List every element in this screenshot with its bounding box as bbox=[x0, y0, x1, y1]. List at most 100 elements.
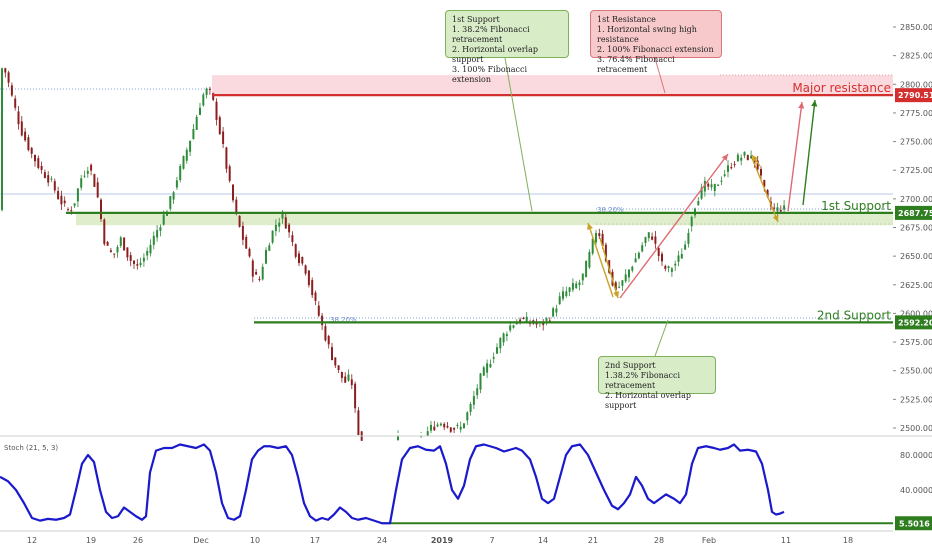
candle-body bbox=[126, 247, 129, 258]
candle-body bbox=[136, 264, 139, 266]
time-tick-label-7: 2019 bbox=[431, 536, 454, 545]
candle-body bbox=[195, 116, 198, 130]
candle-body bbox=[667, 266, 670, 268]
time-tick-label-6: 24 bbox=[377, 536, 387, 545]
candle-body bbox=[614, 282, 617, 290]
candle-body bbox=[30, 147, 33, 154]
candle-body bbox=[327, 335, 330, 345]
callout-1st-resistance-line-3: 3. 76.4% Fibonacci retracement bbox=[597, 55, 675, 74]
candle-body bbox=[522, 317, 525, 319]
candle-body bbox=[116, 246, 119, 253]
candle-body bbox=[664, 265, 667, 269]
candle-body bbox=[720, 180, 723, 182]
candle-body bbox=[700, 187, 703, 199]
callout-1st-resistance-line-2: 2. 100% Fibonacci extension bbox=[597, 45, 714, 54]
time-tick-label-9: 14 bbox=[538, 536, 548, 545]
candle-body bbox=[334, 357, 337, 366]
candle-body bbox=[542, 322, 545, 325]
candle-body bbox=[1, 68, 3, 211]
candle-body bbox=[505, 334, 508, 336]
candle-body bbox=[677, 255, 680, 262]
candle-body bbox=[430, 424, 432, 431]
candle-body bbox=[482, 367, 485, 376]
candle-body bbox=[76, 188, 79, 202]
candle-body bbox=[776, 207, 779, 212]
candle-body bbox=[743, 151, 746, 156]
candle-body bbox=[713, 183, 716, 191]
candle-body bbox=[621, 280, 624, 286]
candle-body bbox=[248, 248, 251, 257]
candle-body bbox=[83, 175, 86, 177]
callout-1st-resistance-pointer bbox=[654, 57, 666, 94]
candle-body bbox=[172, 192, 175, 200]
candle-body bbox=[453, 427, 456, 430]
candle-body bbox=[707, 183, 710, 187]
candle-body bbox=[159, 227, 162, 231]
callout-1st-support-line-2: 2. Horizontal overlap support bbox=[452, 45, 538, 64]
callout-1st-support-line-1: 1. 38.2% Fibonacci retracement bbox=[452, 25, 530, 44]
arrow-target-red bbox=[787, 101, 803, 212]
candle-body bbox=[311, 280, 314, 296]
candle-body bbox=[763, 179, 766, 187]
candle-body bbox=[182, 156, 185, 169]
candle-body bbox=[568, 287, 571, 292]
candle-body bbox=[192, 128, 195, 140]
candle-body bbox=[212, 93, 215, 100]
candle-body bbox=[63, 200, 66, 204]
candle-body bbox=[535, 323, 538, 325]
price-tick-label-10: 2600.00 bbox=[900, 309, 932, 318]
time-tick-label-3: Dec bbox=[193, 536, 208, 545]
time-tick-label-13: 11 bbox=[781, 536, 791, 545]
stoch-line bbox=[0, 443, 785, 525]
candle-body bbox=[321, 315, 324, 326]
arrow-target-red-head bbox=[798, 102, 805, 109]
candle-body bbox=[298, 253, 300, 264]
candle-body bbox=[637, 252, 640, 259]
level-name-major-resistance: Major resistance bbox=[792, 81, 891, 95]
candle-body bbox=[644, 237, 647, 243]
candle-body bbox=[324, 326, 327, 341]
candle-body bbox=[340, 371, 343, 378]
candle-body bbox=[515, 322, 518, 325]
candle-body bbox=[469, 404, 472, 412]
candle-body bbox=[433, 426, 436, 431]
candle-body bbox=[456, 424, 459, 426]
candle-body bbox=[479, 373, 482, 390]
candle-body bbox=[261, 266, 264, 280]
candle-body bbox=[459, 426, 462, 430]
candle-body bbox=[601, 233, 604, 246]
candle-body bbox=[439, 423, 442, 426]
candle-body bbox=[766, 189, 769, 197]
candle-body bbox=[486, 363, 489, 373]
candle-body bbox=[684, 244, 687, 250]
candle-body bbox=[628, 269, 630, 278]
zone-resistance-zone bbox=[212, 75, 893, 96]
candle-body bbox=[189, 140, 192, 152]
time-tick-label-10: 21 bbox=[588, 536, 598, 545]
candle-body bbox=[67, 209, 69, 211]
candle-body bbox=[70, 210, 73, 212]
candle-body bbox=[20, 121, 23, 136]
candle-body bbox=[314, 292, 317, 301]
candle-body bbox=[218, 117, 221, 135]
time-tick-label-4: 10 bbox=[250, 536, 260, 545]
candle-body bbox=[756, 160, 759, 170]
candle-body bbox=[284, 217, 287, 229]
price-tick-label-0: 2850.00 bbox=[900, 23, 932, 32]
candle-body bbox=[519, 319, 522, 323]
candle-body bbox=[588, 252, 591, 268]
candle-body bbox=[169, 196, 172, 209]
arrow-abc-2-down bbox=[751, 157, 779, 223]
candle-body bbox=[162, 214, 165, 225]
candle-body bbox=[123, 237, 126, 251]
callout-2nd-support-line-2: 2. Horizontal overlap support bbox=[605, 391, 691, 410]
candle-body bbox=[350, 379, 353, 386]
candle-body bbox=[43, 172, 46, 179]
fib-label-1: 38.20% bbox=[597, 206, 624, 214]
candle-body bbox=[258, 279, 261, 281]
price-tick-label-1: 2825.00 bbox=[900, 52, 932, 61]
price-tick-label-2: 2800.00 bbox=[900, 80, 932, 89]
candle-body bbox=[357, 410, 360, 436]
candle-body bbox=[294, 244, 297, 257]
candle-body bbox=[575, 283, 578, 289]
